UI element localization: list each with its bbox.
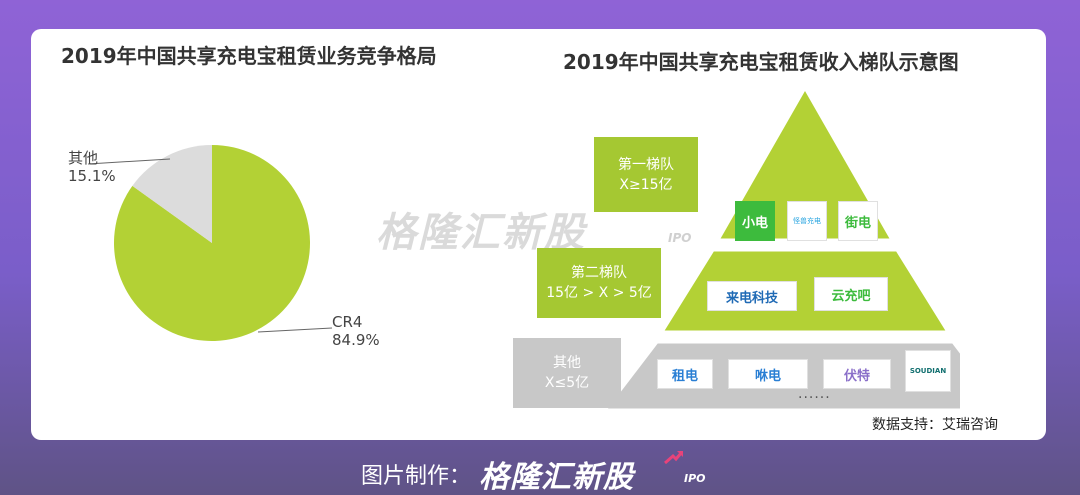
logo-fute: 伏特	[823, 359, 891, 389]
footer-label: 图片制作：	[361, 464, 472, 489]
pie-chart	[87, 145, 333, 341]
pie-slice-other	[132, 145, 212, 243]
tier-2-name: 第二梯队	[571, 265, 627, 281]
watermark-ipo: IPO	[668, 231, 692, 245]
pie-chart-title: 2019年中国共享充电宝租赁业务竞争格局	[61, 44, 437, 68]
trend-arrow-icon	[664, 451, 684, 465]
data-source: 数据支持：艾瑞咨询	[872, 417, 998, 433]
logo-soudian: SOUDIAN	[905, 350, 951, 392]
leader-line-other	[87, 158, 171, 165]
tier-3-name: 其他	[553, 355, 581, 371]
pie-label-cr4-name: CR4	[332, 313, 363, 331]
pie-label-cr4: CR4 84.9%	[332, 313, 380, 349]
footer-brand: 格隆汇新股	[479, 460, 634, 495]
logo-laidian: 来电科技	[707, 281, 797, 311]
tier-3-condition: X≤5亿	[544, 375, 590, 391]
pyramid-title: 2019年中国共享充电宝租赁收入梯队示意图	[563, 50, 959, 74]
logo-xiaodian: 小电	[735, 201, 775, 241]
tier-1-name: 第一梯队	[618, 156, 674, 173]
tier-1-label: 第一梯队 X≥15亿	[594, 137, 698, 212]
pyramid-tier-2	[659, 248, 951, 334]
pie-label-other: 其他 15.1%	[68, 149, 116, 185]
logo-zudian: 租电	[657, 359, 713, 389]
logo-yunchongba: 云充吧	[814, 277, 888, 311]
tier-3-label: 其他 X≤5亿	[513, 338, 621, 408]
tier-1-condition: X≥15亿	[619, 176, 673, 193]
footer-ipo: IPO	[684, 472, 706, 485]
logo-xiudian: 咻电	[728, 359, 808, 389]
tier-2-label: 第二梯队 15亿 > X > 5亿	[537, 248, 661, 318]
leader-line-cr4	[257, 327, 333, 333]
logo-guaishou: 怪兽充电	[787, 201, 827, 241]
more-indicator: ······	[798, 390, 831, 406]
pie-label-cr4-value: 84.9%	[332, 331, 380, 349]
tier-2-condition: 15亿 > X > 5亿	[546, 285, 652, 301]
pie-label-other-value: 15.1%	[68, 167, 116, 185]
pie-label-other-name: 其他	[68, 149, 99, 167]
logo-jiedian: 街电	[838, 201, 878, 241]
